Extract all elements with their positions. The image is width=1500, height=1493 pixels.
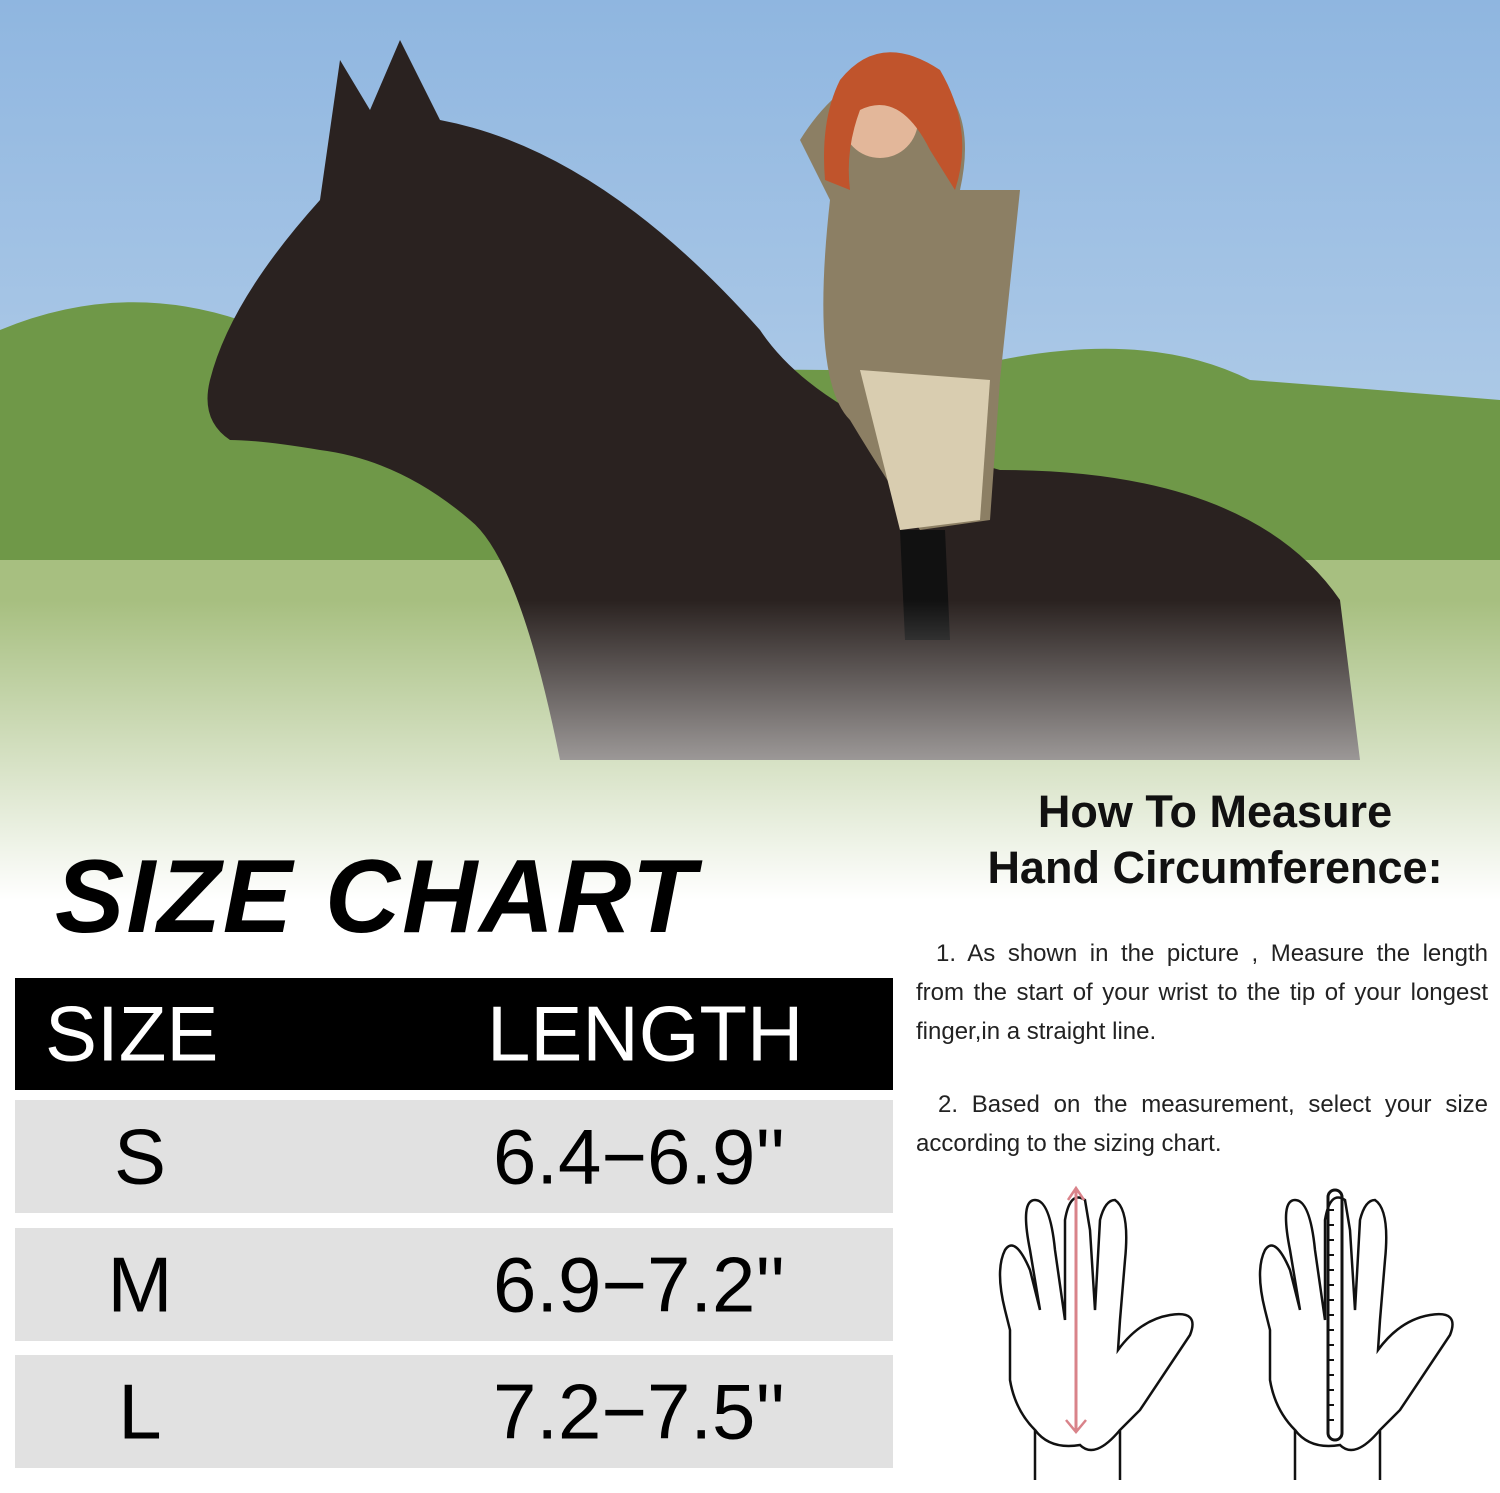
rider-on-horse-photo xyxy=(0,0,1500,900)
hand-with-arrow-icon xyxy=(998,1185,1194,1480)
length-cell: 7.2−7.5'' xyxy=(493,1367,786,1455)
header-size: SIZE xyxy=(45,989,219,1078)
table-row: M 6.9−7.2'' xyxy=(15,1228,893,1341)
size-cell: L xyxy=(118,1367,162,1455)
measure-title-line1: How To Measure xyxy=(1037,786,1393,837)
header-length: LENGTH xyxy=(487,989,804,1078)
measure-title-line2: Hand Circumference: xyxy=(987,842,1443,893)
hand-with-ruler-icon xyxy=(1258,1188,1454,1480)
size-chart-title: SIZE CHART xyxy=(55,839,698,955)
size-cell: S xyxy=(113,1112,167,1200)
length-cell: 6.9−7.2'' xyxy=(493,1240,786,1328)
table-row: S 6.4−6.9'' xyxy=(15,1100,893,1213)
measure-step-1: 1. As shown in the picture , Measure the… xyxy=(916,940,1488,1045)
measure-step-2: 2. Based on the measurement, select your… xyxy=(916,1091,1488,1157)
size-table-header: SIZE LENGTH xyxy=(15,978,893,1090)
table-row: L 7.2−7.5'' xyxy=(15,1355,893,1468)
size-cell: M xyxy=(107,1240,173,1328)
length-cell: 6.4−6.9'' xyxy=(493,1112,786,1200)
hand-measure-illustration xyxy=(998,1185,1454,1480)
